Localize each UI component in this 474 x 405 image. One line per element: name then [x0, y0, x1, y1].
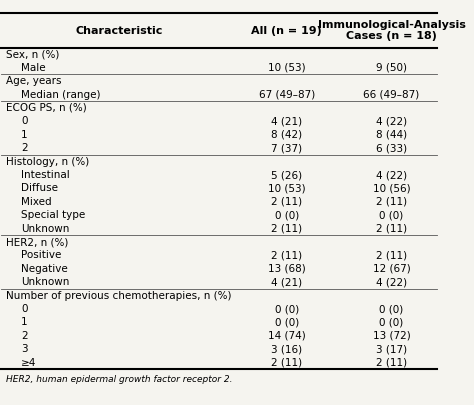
Text: Age, years: Age, years — [6, 76, 61, 86]
Text: Special type: Special type — [21, 210, 85, 220]
Text: 13 (68): 13 (68) — [268, 264, 306, 274]
Text: Male: Male — [21, 63, 46, 73]
Text: 1: 1 — [21, 130, 27, 140]
Text: 2 (11): 2 (11) — [376, 224, 407, 234]
Text: 8 (44): 8 (44) — [376, 130, 407, 140]
Text: Histology, n (%): Histology, n (%) — [6, 157, 89, 166]
Text: 12 (67): 12 (67) — [373, 264, 410, 274]
Text: 3 (16): 3 (16) — [271, 344, 302, 354]
Text: 2 (11): 2 (11) — [376, 250, 407, 260]
Text: 2 (11): 2 (11) — [271, 224, 302, 234]
Text: 1: 1 — [21, 318, 27, 328]
Text: 7 (37): 7 (37) — [271, 143, 302, 153]
Text: ECOG PS, n (%): ECOG PS, n (%) — [6, 103, 86, 113]
Text: 0: 0 — [21, 304, 27, 314]
Text: 6 (33): 6 (33) — [376, 143, 407, 153]
Text: 67 (49–87): 67 (49–87) — [259, 90, 315, 100]
Text: 2: 2 — [21, 143, 27, 153]
Text: HER2, n (%): HER2, n (%) — [6, 237, 68, 247]
Text: 4 (22): 4 (22) — [376, 170, 407, 180]
Text: 4 (21): 4 (21) — [271, 277, 302, 287]
Text: 9 (50): 9 (50) — [376, 63, 407, 73]
Text: Characteristic: Characteristic — [75, 26, 163, 36]
Text: ≥4: ≥4 — [21, 358, 36, 368]
Text: 10 (53): 10 (53) — [268, 183, 306, 194]
Text: Median (range): Median (range) — [21, 90, 100, 100]
Text: 8 (42): 8 (42) — [271, 130, 302, 140]
Text: Negative: Negative — [21, 264, 68, 274]
Text: 10 (53): 10 (53) — [268, 63, 306, 73]
Text: Number of previous chemotherapies, n (%): Number of previous chemotherapies, n (%) — [6, 291, 231, 301]
Text: 0 (0): 0 (0) — [379, 304, 403, 314]
Text: 0 (0): 0 (0) — [275, 210, 299, 220]
Text: 14 (74): 14 (74) — [268, 331, 306, 341]
Text: Positive: Positive — [21, 250, 61, 260]
Text: 2: 2 — [21, 331, 27, 341]
Text: 5 (26): 5 (26) — [271, 170, 302, 180]
Text: Unknown: Unknown — [21, 224, 69, 234]
Text: HER2, human epidermal growth factor receptor 2.: HER2, human epidermal growth factor rece… — [6, 375, 232, 384]
Text: 4 (22): 4 (22) — [376, 277, 407, 287]
Text: Unknown: Unknown — [21, 277, 69, 287]
Text: 2 (11): 2 (11) — [271, 358, 302, 368]
Text: Immunological-Analysis
Cases (n = 18): Immunological-Analysis Cases (n = 18) — [318, 20, 465, 41]
Text: 0 (0): 0 (0) — [379, 318, 403, 328]
Text: 0: 0 — [21, 116, 27, 126]
Text: 10 (56): 10 (56) — [373, 183, 410, 194]
Text: 3: 3 — [21, 344, 27, 354]
Text: Diffuse: Diffuse — [21, 183, 58, 194]
Text: All (n = 19): All (n = 19) — [252, 26, 322, 36]
Text: 0 (0): 0 (0) — [379, 210, 403, 220]
Text: 2 (11): 2 (11) — [376, 358, 407, 368]
Text: 2 (11): 2 (11) — [271, 250, 302, 260]
Text: 2 (11): 2 (11) — [271, 197, 302, 207]
Text: 0 (0): 0 (0) — [275, 318, 299, 328]
Text: Sex, n (%): Sex, n (%) — [6, 49, 59, 60]
Text: 66 (49–87): 66 (49–87) — [364, 90, 419, 100]
Text: 2 (11): 2 (11) — [376, 197, 407, 207]
Text: Mixed: Mixed — [21, 197, 52, 207]
Text: Intestinal: Intestinal — [21, 170, 70, 180]
Text: 13 (72): 13 (72) — [373, 331, 410, 341]
Text: 3 (17): 3 (17) — [376, 344, 407, 354]
Text: 0 (0): 0 (0) — [275, 304, 299, 314]
Text: 4 (21): 4 (21) — [271, 116, 302, 126]
Text: 4 (22): 4 (22) — [376, 116, 407, 126]
